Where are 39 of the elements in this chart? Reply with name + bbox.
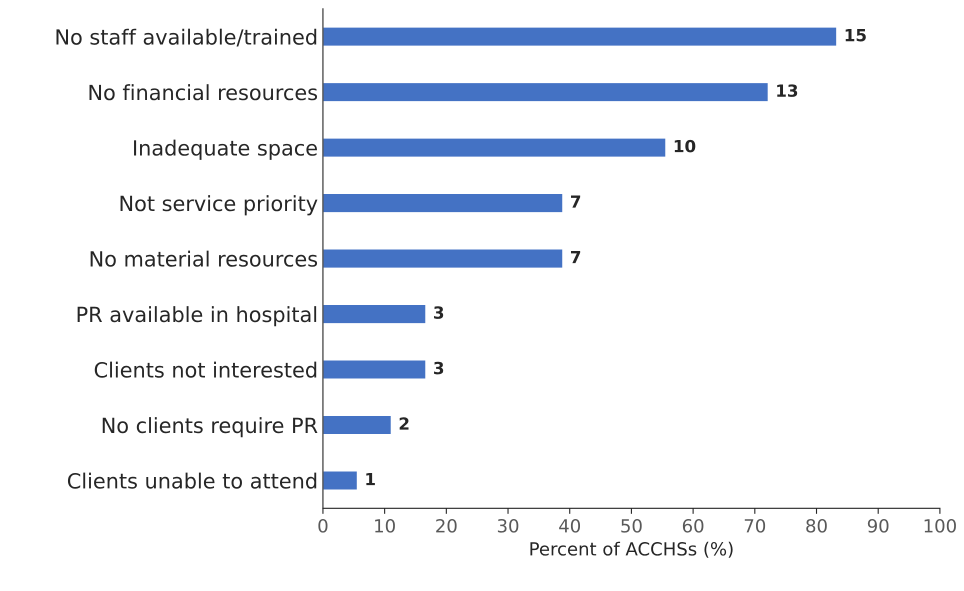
bar <box>322 82 770 103</box>
bar <box>322 359 427 380</box>
y-tick-label: No material resources <box>90 250 318 267</box>
x-tick-label: 30 <box>498 518 518 533</box>
bar <box>322 137 667 158</box>
x-tick-label: 90 <box>868 518 888 533</box>
x-tick-label: 0 <box>318 518 328 533</box>
x-axis-title: Percent of ACCHSs (%) <box>530 542 733 558</box>
y-tick-label: No clients require PR <box>102 417 318 438</box>
bar <box>322 248 564 269</box>
x-tick-label: 60 <box>682 518 704 533</box>
x-tick-label: 50 <box>621 518 642 533</box>
annotation: 3 <box>434 362 444 374</box>
x-tick-label: 40 <box>559 518 580 533</box>
x-tick-label: 80 <box>806 518 827 533</box>
x-tick-label: 10 <box>375 518 395 533</box>
x-tick-label: 70 <box>744 518 766 533</box>
x-tick-label: 100 <box>924 518 956 533</box>
bar <box>322 414 392 436</box>
y-tick-label: Not service priority <box>120 195 318 216</box>
annotation: 13 <box>777 84 798 97</box>
y-tick-label: No staff available/trained <box>56 28 316 46</box>
annotation: 1 <box>366 472 375 486</box>
y-tick-label: Clients unable to attend <box>68 472 316 489</box>
y-tick-label: PR available in hospital <box>78 306 316 326</box>
bar <box>322 304 427 324</box>
bar <box>322 192 564 214</box>
bar <box>322 26 838 48</box>
annotation: 10 <box>674 140 696 152</box>
bar <box>322 470 358 491</box>
annotation: 7 <box>570 196 580 208</box>
annotation: 15 <box>846 29 866 42</box>
y-tick-label: Clients not interested <box>94 362 316 378</box>
y-tick-label: Inadequate space <box>134 140 317 160</box>
annotation: 3 <box>434 306 444 319</box>
x-tick-label: 20 <box>436 518 457 533</box>
y-tick-label: No financial resources <box>90 84 318 100</box>
annotation: 2 <box>400 417 409 430</box>
annotation: 7 <box>570 251 580 264</box>
